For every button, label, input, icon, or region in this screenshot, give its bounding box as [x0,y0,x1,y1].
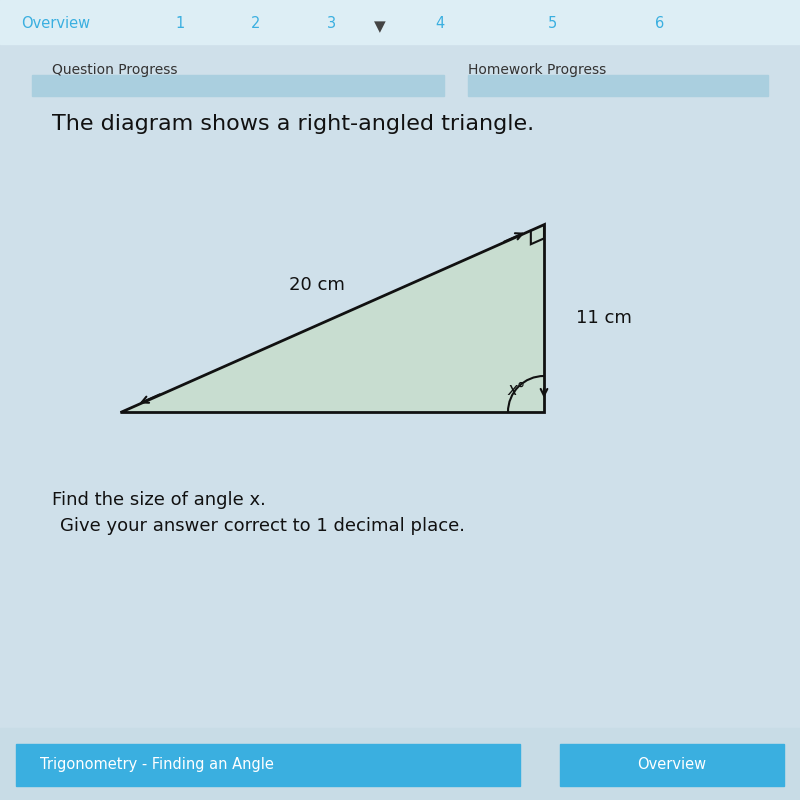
Bar [16,744,520,786]
Text: 5: 5 [547,16,557,30]
Bar [32,75,444,96]
Text: 4: 4 [435,16,445,30]
Text: 20 cm: 20 cm [290,276,346,294]
Bar [0,728,800,800]
Bar [560,744,784,786]
Text: Question Progress: Question Progress [52,62,178,77]
Text: 1: 1 [175,16,185,30]
Text: Find the size of angle x.: Find the size of angle x. [52,491,266,509]
Text: The diagram shows a right-angled triangle.: The diagram shows a right-angled triangl… [52,114,534,134]
Text: 11 cm: 11 cm [576,309,632,327]
Text: Give your answer correct to 1 decimal place.: Give your answer correct to 1 decimal pl… [60,518,465,535]
Text: Trigonometry - Finding an Angle: Trigonometry - Finding an Angle [40,758,274,772]
Text: 2: 2 [251,16,261,30]
Text: Homework Progress: Homework Progress [468,62,606,77]
Bar [0,0,800,44]
Text: ▼: ▼ [374,19,386,34]
Polygon shape [120,224,544,412]
Bar [468,75,768,96]
Text: Overview: Overview [22,16,90,30]
Text: x°: x° [508,382,526,399]
Text: 6: 6 [655,16,665,30]
Text: 3: 3 [327,16,337,30]
Text: Overview: Overview [638,758,706,772]
